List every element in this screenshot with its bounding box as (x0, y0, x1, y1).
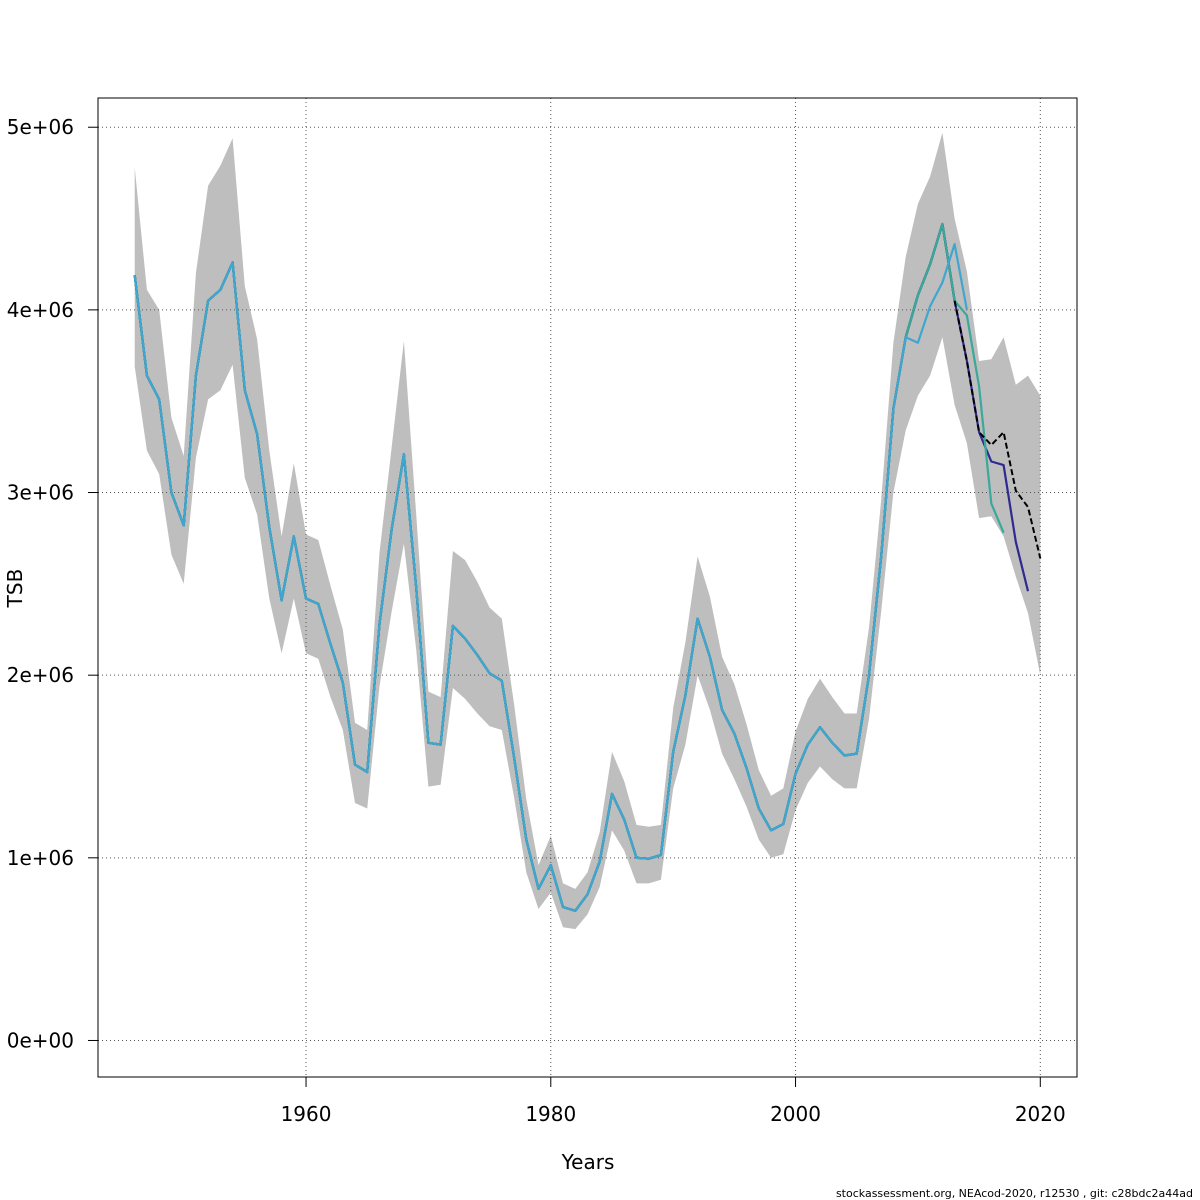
x-tick-label: 1980 (525, 1102, 576, 1126)
y-tick-label: 2e+06 (7, 663, 74, 687)
retro-series-line-3 (133, 222, 956, 912)
estimate-layer (953, 300, 1042, 559)
retro-series-line-6 (133, 243, 968, 912)
retro-series-line-1 (133, 222, 956, 912)
y-tick-label: 3e+06 (7, 481, 74, 505)
series-layer (133, 222, 1030, 912)
confidence-band-layer (134, 132, 1041, 930)
confidence-band (134, 132, 1041, 930)
plot-frame (97, 97, 1078, 1078)
x-tick-label: 1960 (281, 1102, 332, 1126)
y-tick-label: 4e+06 (7, 298, 74, 322)
y-tick-label: 1e+06 (7, 846, 74, 870)
x-tick-label: 2020 (1015, 1102, 1066, 1126)
x-axis: 1960 1980 2000 2020 (281, 1077, 1066, 1126)
y-axis-label: TSB (3, 569, 27, 609)
y-tick-label: 0e+00 (7, 1028, 74, 1052)
x-tick-label: 2000 (770, 1102, 821, 1126)
x-axis-label: Years (561, 1150, 615, 1174)
retro-series-line-2 (133, 222, 956, 912)
y-tick-label: 5e+06 (7, 115, 74, 139)
footer-credit: stockassessment.org, NEAcod-2020, r12530… (836, 1187, 1193, 1200)
y-axis: 0e+00 1e+06 2e+06 3e+06 4e+06 5e+06 (7, 115, 98, 1052)
estimate-line (953, 300, 1042, 559)
